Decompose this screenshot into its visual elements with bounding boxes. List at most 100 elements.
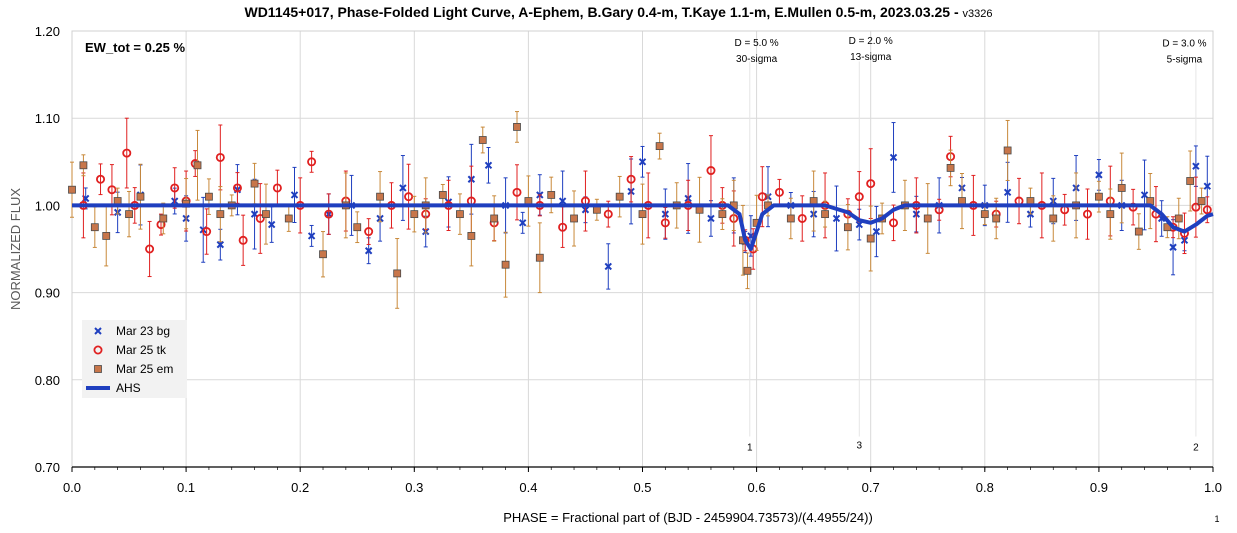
y-tick-label: 0.90 [35,286,60,301]
square-marker [376,192,384,201]
x-marker [604,262,612,271]
square-marker [125,210,133,219]
circle-marker [232,183,242,193]
x-axis-label: PHASE = Fractional part of (BJD - 245990… [503,510,873,525]
circle-marker [272,183,282,193]
square-marker [193,161,202,170]
square-marker [136,192,145,201]
chart-title: WD1145+017, Phase-Folded Light Curve, A-… [0,4,1237,20]
x-marker [1169,243,1177,251]
circle-marker [93,345,103,355]
circle-marker [1202,205,1212,215]
x-marker [290,191,299,199]
circle-marker [1191,202,1201,212]
square-marker [535,253,544,262]
x-tick-label: 0.4 [519,480,537,495]
square-marker [718,210,727,219]
square-marker [490,214,499,223]
circle-marker [866,179,876,189]
legend-label: Mar 23 bg [116,324,170,338]
corner-mark: 1 [1214,514,1219,524]
x-tick-label: 0.0 [63,480,81,495]
circle-marker [122,148,132,158]
series-mar-25-em [68,111,1206,309]
square-marker [94,365,102,373]
x-marker [1203,182,1212,190]
dip-number-label: 3 [857,441,863,452]
sigma-annotation: 13-sigma [850,52,892,63]
square-marker [843,223,852,232]
x-marker [638,158,647,166]
circle-marker [603,209,613,219]
x-marker [307,232,316,240]
square-marker [1049,214,1058,223]
square-marker [79,161,88,170]
x-tick-label: 0.3 [405,480,423,495]
x-marker [267,220,276,229]
y-tick-label: 0.70 [35,460,60,475]
circle-marker [364,227,374,237]
circle-marker [706,166,716,176]
square-marker [90,223,99,232]
ahs-model-line [72,203,1214,251]
series-mar-25-tk [78,117,1212,278]
dip-number-label: 2 [1193,442,1199,453]
x-marker [1140,191,1149,199]
circle-marker [1082,209,1092,219]
x-marker [399,184,407,192]
square-marker [513,123,521,131]
circle-marker [324,209,334,219]
y-tick-label: 0.80 [35,373,60,388]
ew-total-label: EW_tot = 0.25 % [85,40,185,55]
x-marker [558,197,567,205]
chart-title-text: WD1145+017, Phase-Folded Light Curve, A-… [244,4,959,20]
square-marker [467,232,476,240]
legend-label: Mar 25 em [116,362,173,376]
square-marker [410,210,419,219]
circle-marker [889,218,899,228]
x-marker [484,161,493,169]
chart-version: v3326 [962,8,993,20]
square-marker [946,164,955,172]
x-tick-label: 0.2 [291,480,309,495]
square-marker [205,192,213,201]
circle-marker [96,174,106,184]
x-marker [832,214,841,223]
square-marker [478,136,487,144]
circle-marker [404,192,414,202]
circle-marker [774,187,784,197]
circle-marker [202,227,212,237]
square-marker [501,260,510,269]
x-marker [1095,171,1103,179]
x-marker [872,227,881,236]
x-marker [889,153,898,162]
square-marker [102,232,111,240]
x-marker [364,247,373,255]
square-marker [1186,177,1195,185]
square-marker [570,214,578,223]
square-marker [1174,214,1183,223]
square-marker [866,234,875,243]
x-marker [518,219,527,227]
depth-annotation: D = 5.0 % [734,38,778,49]
circle-marker [107,185,117,195]
square-marker [438,191,447,199]
square-marker [655,142,664,151]
depth-annotation: D = 2.0 % [849,36,893,47]
legend: Mar 23 bg Mar 25 tk Mar 25 em AHS [82,320,187,398]
x-marker [216,240,225,249]
x-tick-label: 0.8 [976,480,994,495]
data-marks [68,111,1214,309]
x-tick-label: 0.9 [1090,480,1108,495]
circle-marker [170,183,180,193]
square-marker [923,214,932,223]
square-marker [216,210,225,219]
circle-marker [512,187,522,197]
square-marker [1106,210,1115,219]
legend-label: Mar 25 tk [116,343,167,357]
circle-marker [854,192,864,202]
circle-marker [558,222,568,232]
square-marker [1134,227,1143,236]
x-marker [707,214,715,223]
